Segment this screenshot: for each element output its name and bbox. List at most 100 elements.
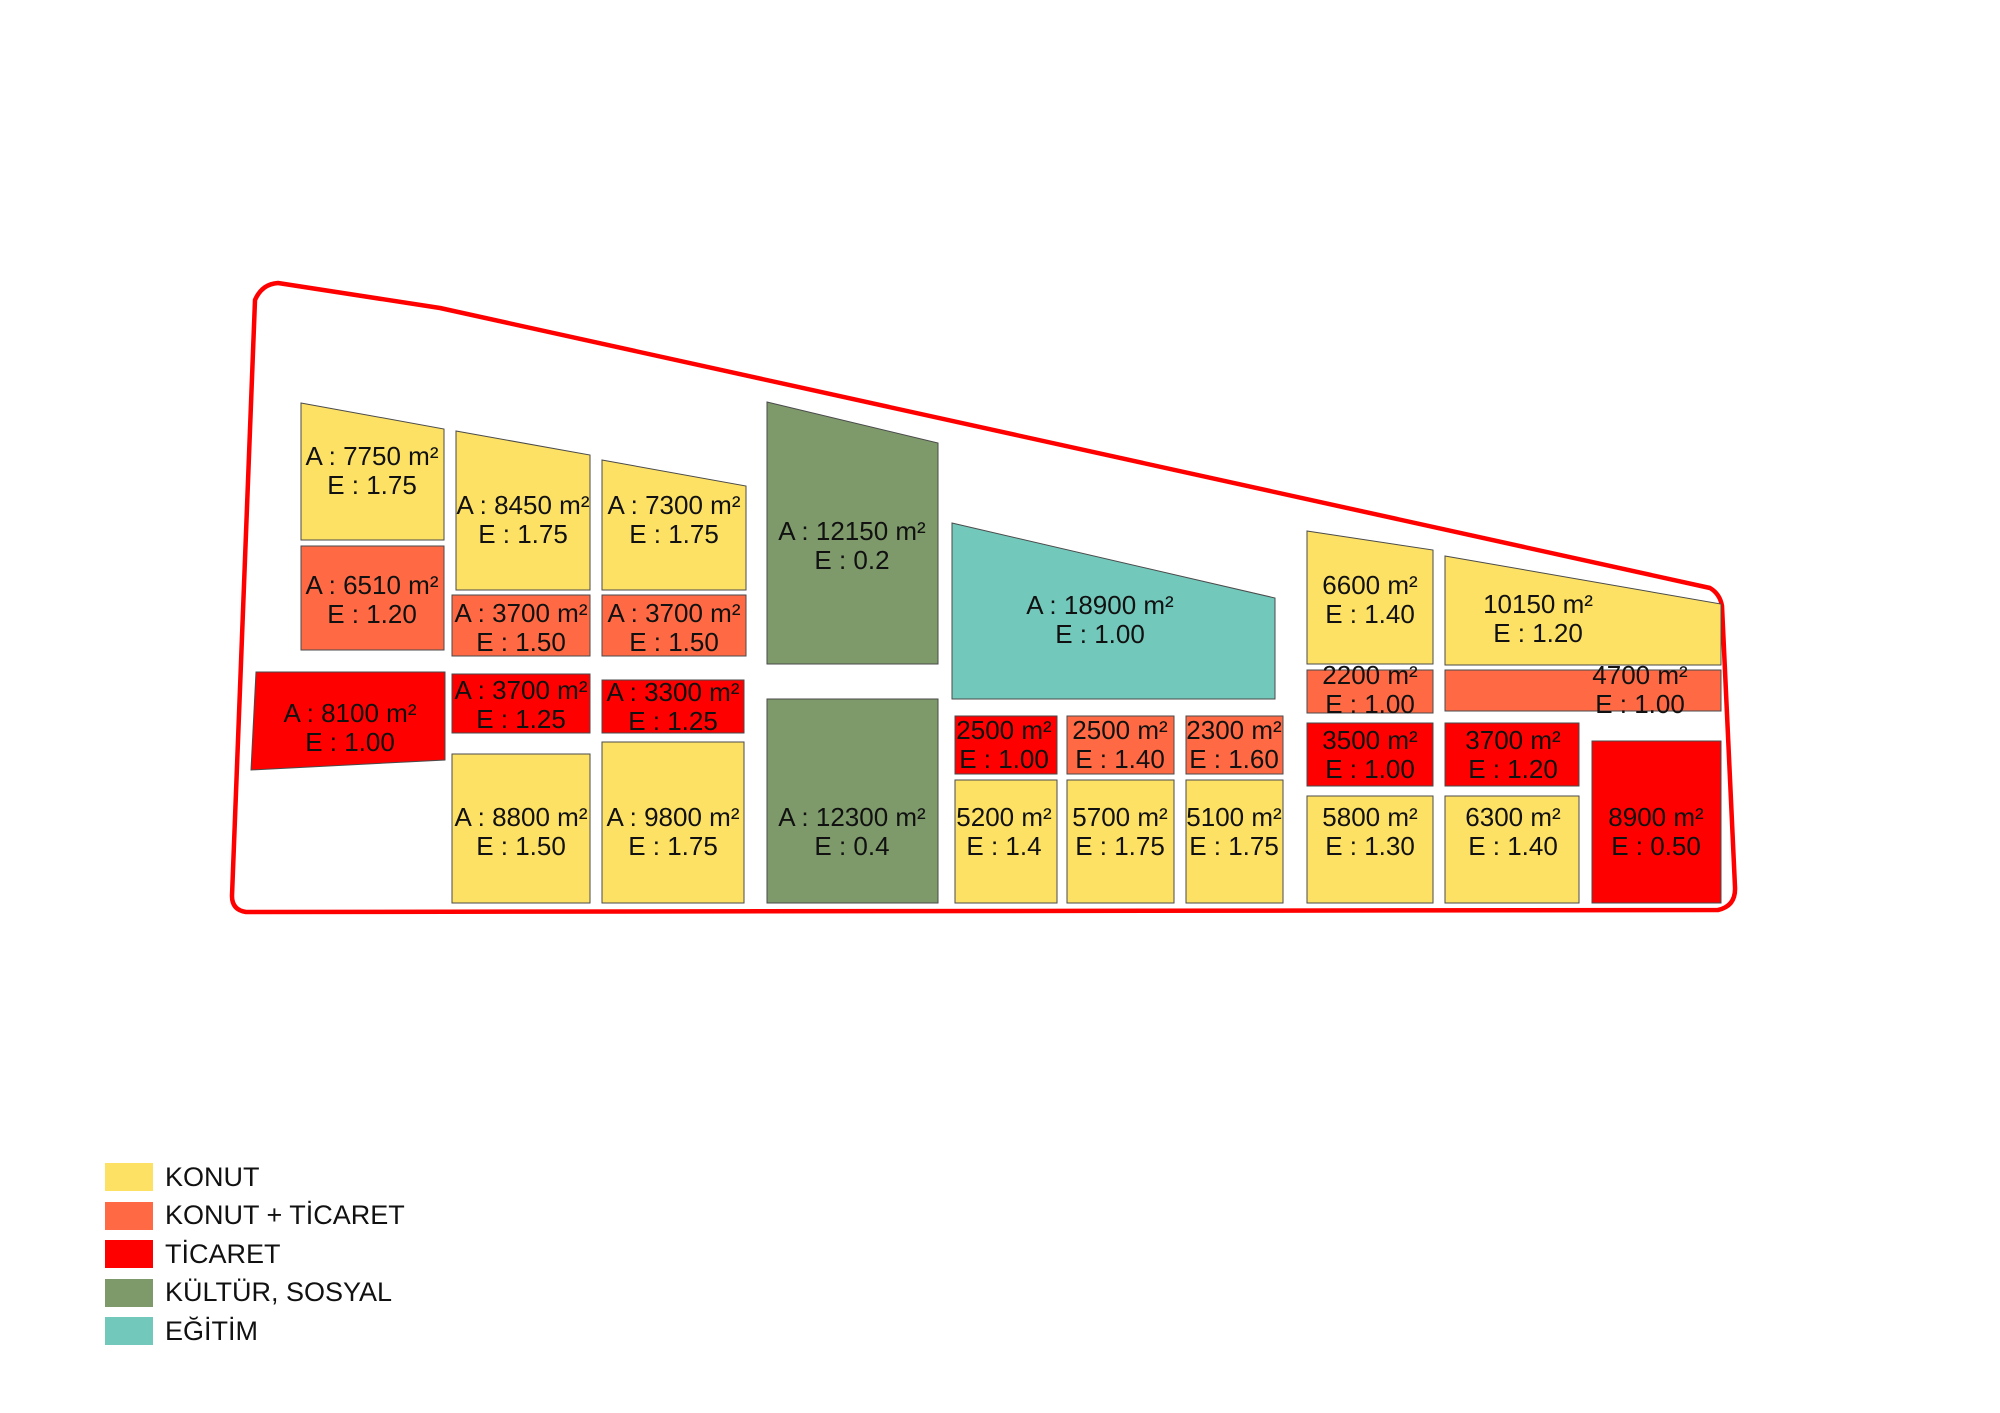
parcel-konut: 5700 m² E : 1.75 <box>1066 779 1175 904</box>
parcel-shape <box>250 671 446 771</box>
parcel-ratio: E : 1.60 <box>1189 744 1279 774</box>
legend-item: KONUT <box>105 1158 405 1197</box>
parcel-shape <box>766 401 939 665</box>
parcel-area: 5800 m² <box>1322 802 1418 832</box>
parcel-area: A : 8800 m² <box>455 802 588 832</box>
parcel-ratio: E : 0.2 <box>814 545 889 575</box>
legend-label: KÜLTÜR, SOSYAL <box>165 1277 393 1308</box>
parcel-area: A : 7300 m² <box>608 490 741 520</box>
parcel-area: 6600 m² <box>1322 570 1418 600</box>
parcel-shape <box>300 545 445 651</box>
legend-item: EĞİTİM <box>105 1312 405 1351</box>
parcel-area: 2500 m² <box>956 715 1052 745</box>
parcel-label: A : 3700 m² E : 1.25 <box>455 675 588 734</box>
parcel-label: A : 8800 m² E : 1.50 <box>455 802 588 861</box>
parcel-ratio: E : 1.50 <box>629 627 719 657</box>
parcel-konut: 6600 m² E : 1.40 <box>1306 530 1434 665</box>
parcel-shape <box>1306 530 1434 665</box>
parcel-shape <box>1444 555 1722 666</box>
parcel-shape <box>601 679 745 734</box>
parcel-area: A : 6510 m² <box>306 570 439 600</box>
parcel-shape <box>455 430 591 591</box>
parcel-ratio: E : 1.75 <box>628 831 718 861</box>
parcel-ratio: E : 1.00 <box>1055 619 1145 649</box>
parcel-shape <box>451 753 591 904</box>
parcel-label: 10150 m² E : 1.20 <box>1483 589 1593 648</box>
parcel-konut: 6300 m² E : 1.40 <box>1444 795 1580 904</box>
legend-swatch <box>105 1163 153 1192</box>
parcel-area: A : 12300 m² <box>778 802 926 832</box>
parcel-konut: A : 7750 m² E : 1.75 <box>300 402 445 541</box>
parcel-shape <box>451 594 591 657</box>
parcel-area: A : 3700 m² <box>455 675 588 705</box>
parcel-ticaret: A : 3700 m² E : 1.25 <box>451 673 591 734</box>
parcel-label: A : 18900 m² E : 1.00 <box>1026 590 1174 649</box>
parcel-shape <box>1306 795 1434 904</box>
parcel-konut: 5800 m² E : 1.30 <box>1306 795 1434 904</box>
parcel-label: A : 6510 m² E : 1.20 <box>306 570 439 629</box>
parcel-label: A : 9800 m² E : 1.75 <box>607 802 740 861</box>
parcel-label: 5100 m² E : 1.75 <box>1186 802 1282 861</box>
parcel-ratio: E : 1.20 <box>1493 618 1583 648</box>
parcel-shape <box>951 522 1276 700</box>
parcel-ratio: E : 1.50 <box>476 831 566 861</box>
parcel-ratio: E : 1.30 <box>1325 831 1415 861</box>
parcel-ratio: E : 1.50 <box>476 627 566 657</box>
parcel-area: 2300 m² <box>1186 715 1282 745</box>
parcel-shape <box>766 698 939 904</box>
parcel-ticaret: A : 3300 m² E : 1.25 <box>601 677 745 736</box>
parcel-area: 3700 m² <box>1465 725 1561 755</box>
parcel-label: 6600 m² E : 1.40 <box>1322 570 1418 629</box>
parcel-ratio: E : 1.40 <box>1468 831 1558 861</box>
parcel-area: 10150 m² <box>1483 589 1593 619</box>
parcel-shape <box>1444 669 1722 712</box>
parcel-label: 5700 m² E : 1.75 <box>1072 802 1168 861</box>
parcel-shape <box>1591 740 1722 904</box>
parcel-label: A : 7300 m² E : 1.75 <box>608 490 741 549</box>
parcel-label: 2500 m² E : 1.40 <box>1072 715 1168 774</box>
parcel-konut: A : 7300 m² E : 1.75 <box>601 459 747 591</box>
parcel-shape <box>954 779 1058 904</box>
legend-item: KONUT + TİCARET <box>105 1197 405 1236</box>
parcels: A : 7750 m² E : 1.75A : 6510 m² E : 1.20A … <box>250 401 1722 904</box>
legend-label: KONUT <box>165 1161 260 1192</box>
parcel-area: 2200 m² <box>1322 660 1418 690</box>
parcel-konut-ticaret: A : 3700 m² E : 1.50 <box>451 594 591 657</box>
parcel-ratio: E : 1.75 <box>327 470 417 500</box>
parcel-label: A : 8450 m² E : 1.75 <box>457 490 590 549</box>
parcel-label: 3500 m² E : 1.00 <box>1322 725 1418 784</box>
parcel-konut-ticaret: A : 6510 m² E : 1.20 <box>300 545 445 651</box>
parcel-area: 5700 m² <box>1072 802 1168 832</box>
parcel-ratio: E : 1.75 <box>629 519 719 549</box>
parcel-ratio: E : 1.40 <box>1075 744 1165 774</box>
parcel-label: 5200 m² E : 1.4 <box>956 802 1052 861</box>
parcel-label: 4700 m² E : 1.00 <box>1592 660 1688 719</box>
parcel-label: A : 8100 m² E : 1.00 <box>284 698 417 757</box>
site-boundary <box>229 280 1738 915</box>
legend: KONUT KONUT + TİCARET TİCARET KÜLTÜR, SOSYA… <box>105 1158 405 1351</box>
parcel-ticaret: 2500 m² E : 1.00 <box>954 715 1058 775</box>
parcel-ticaret: 8900 m² E : 0.50 <box>1591 740 1722 904</box>
legend-swatch <box>105 1240 153 1269</box>
parcel-label: A : 3700 m² E : 1.50 <box>455 598 588 657</box>
parcel-area: 5200 m² <box>956 802 1052 832</box>
parcel-area: 6300 m² <box>1465 802 1561 832</box>
legend-item: KÜLTÜR, SOSYAL <box>105 1274 405 1313</box>
parcel-label: A : 3300 m² E : 1.25 <box>607 677 740 736</box>
parcel-area: A : 8450 m² <box>457 490 590 520</box>
parcel-ratio: E : 1.20 <box>1468 754 1558 784</box>
parcel-label: 8900 m² E : 0.50 <box>1608 802 1704 861</box>
parcel-label: 5800 m² E : 1.30 <box>1322 802 1418 861</box>
parcel-label: 2300 m² E : 1.60 <box>1186 715 1282 774</box>
parcel-ratio: E : 1.00 <box>1595 689 1685 719</box>
parcel-konut: A : 8450 m² E : 1.75 <box>455 430 591 591</box>
parcel-konut: A : 8800 m² E : 1.50 <box>451 753 591 904</box>
parcel-ratio: E : 1.20 <box>327 599 417 629</box>
parcel-shape <box>1444 795 1580 904</box>
parcel-ticaret: 3500 m² E : 1.00 <box>1306 722 1434 787</box>
parcel-ratio: E : 1.00 <box>959 744 1049 774</box>
parcel-label: 2500 m² E : 1.00 <box>956 715 1052 774</box>
parcel-shape <box>1306 722 1434 787</box>
parcel-ratio: E : 0.4 <box>814 831 889 861</box>
parcel-label: 2200 m² E : 1.00 <box>1322 660 1418 719</box>
